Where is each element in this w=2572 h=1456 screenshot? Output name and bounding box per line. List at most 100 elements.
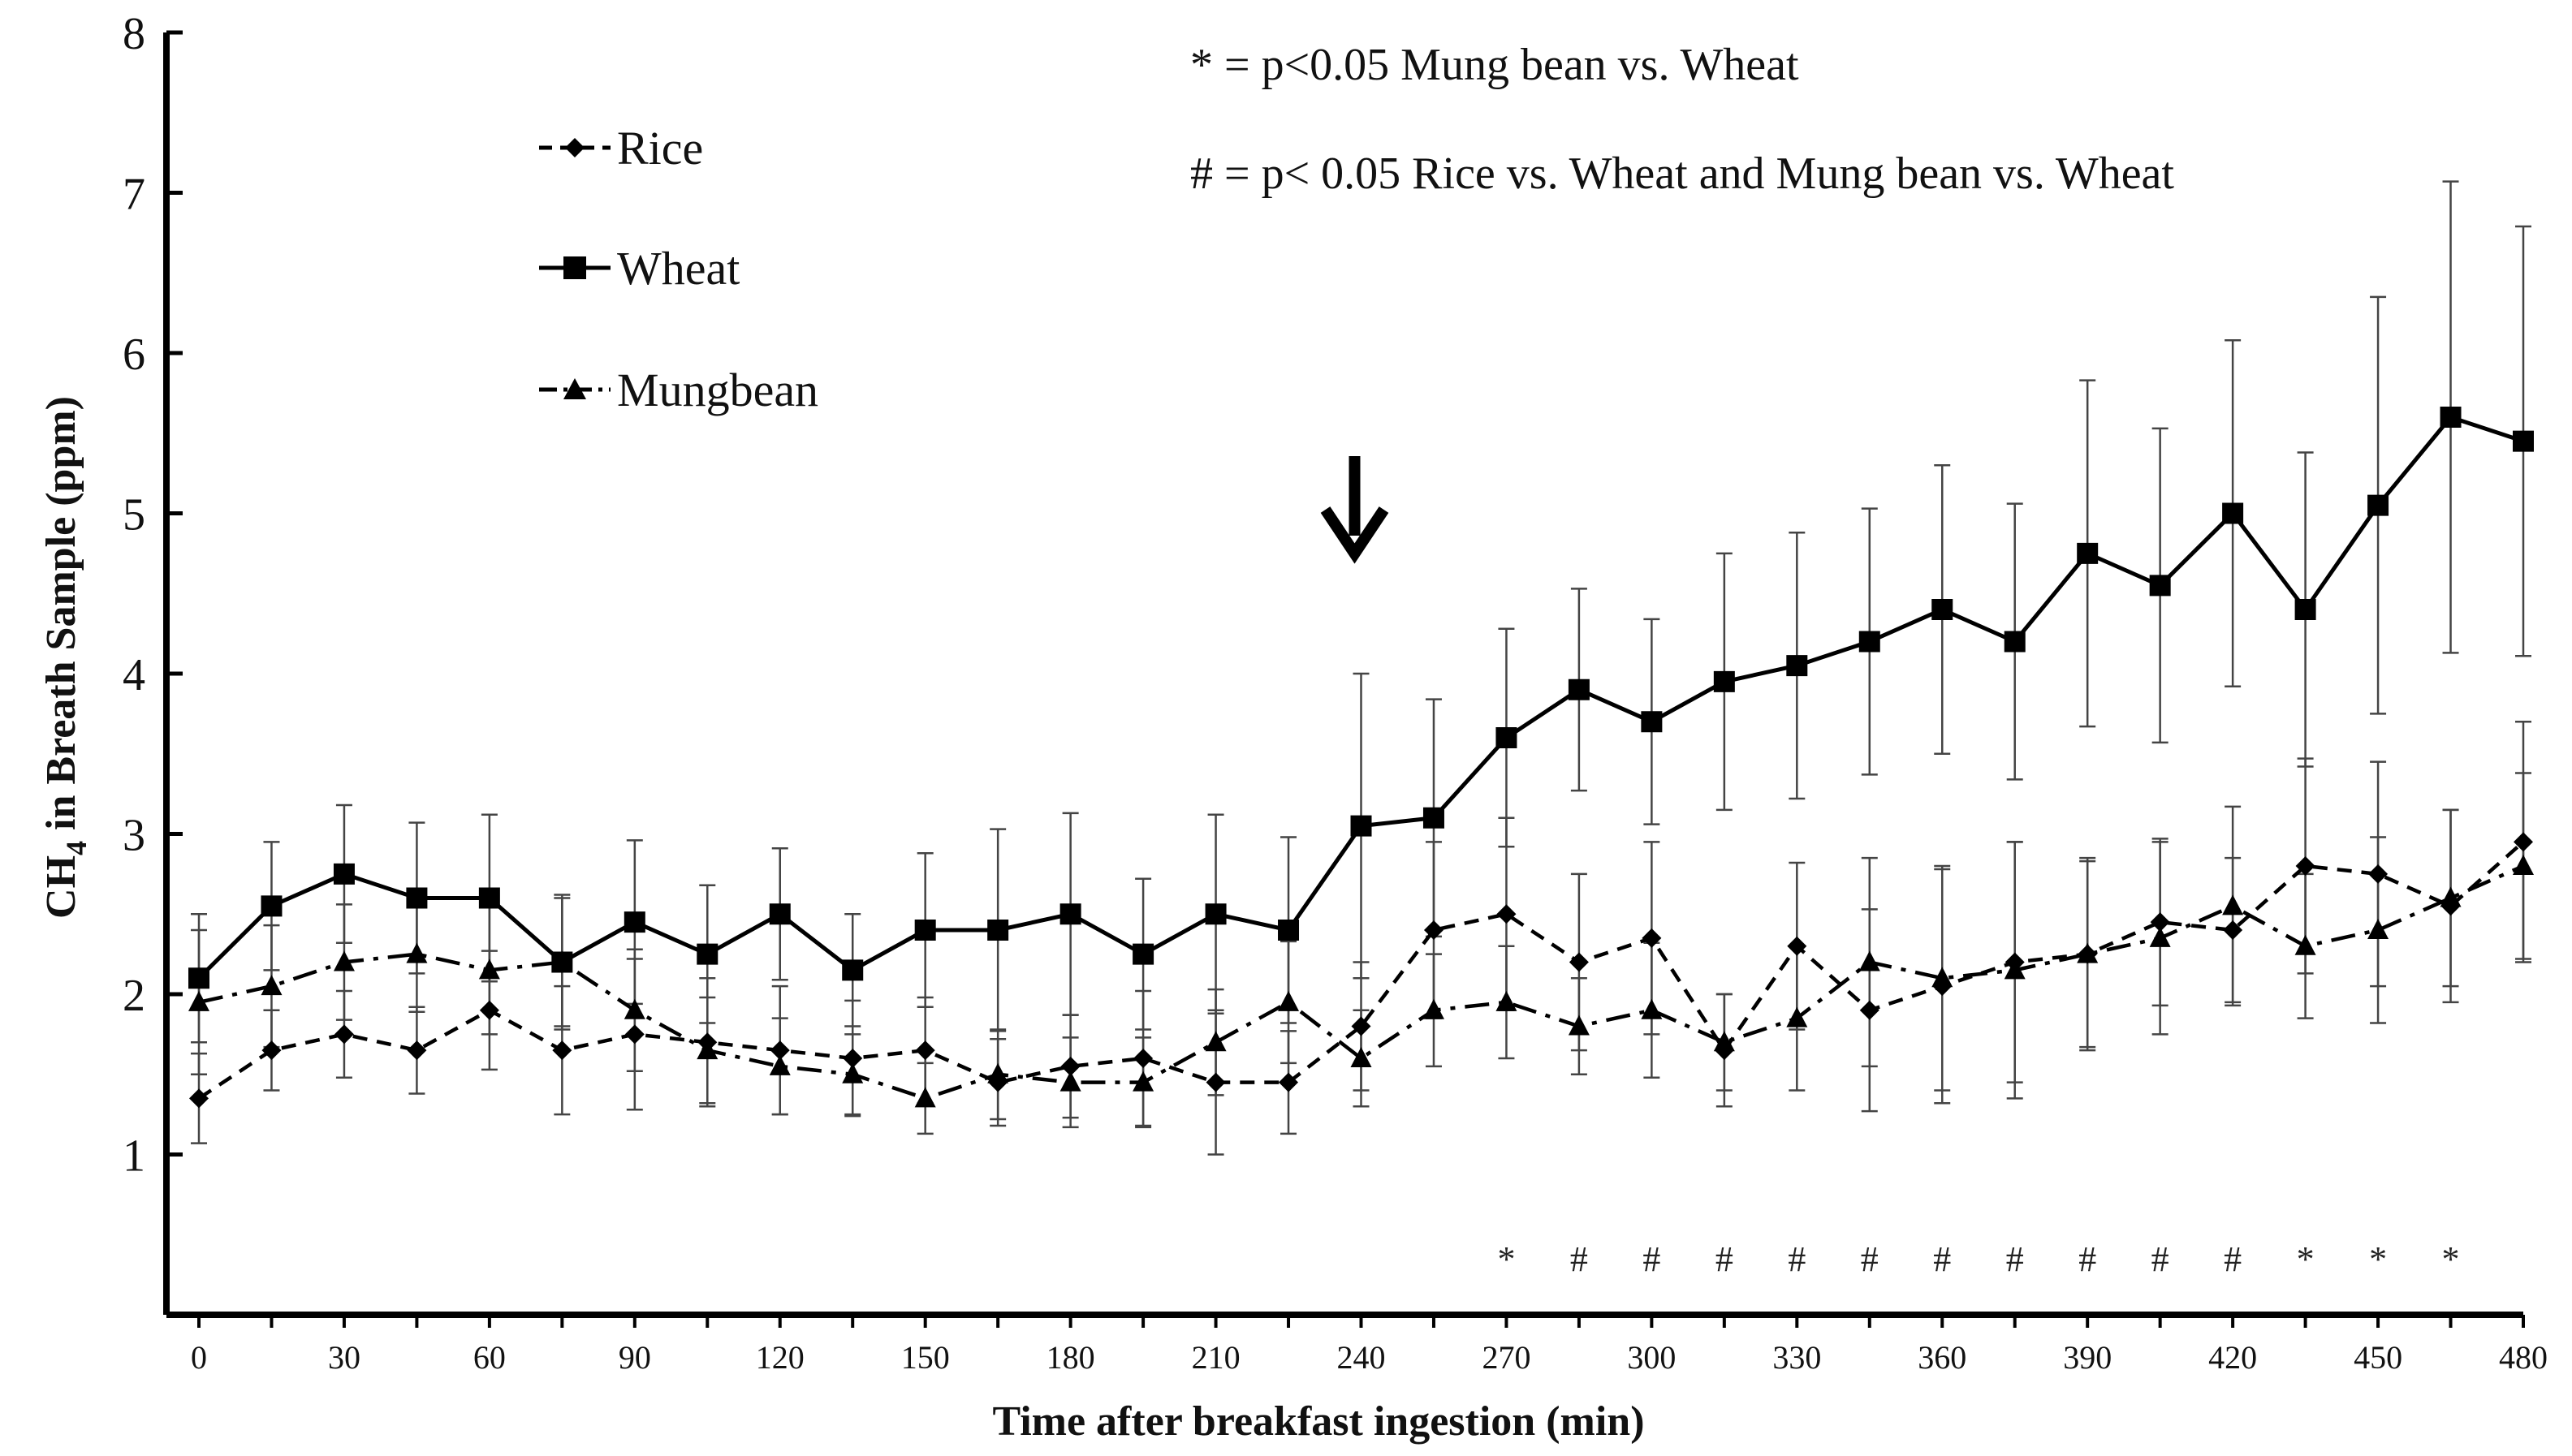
mungbean-data-point [406, 942, 428, 963]
mungbean-data-point [1713, 1031, 1735, 1052]
wheat-data-point [261, 895, 283, 917]
rice-data-point [1859, 1000, 1879, 1020]
wheat-data-point [1568, 678, 1590, 700]
x-axis-ticks: 0 30 60 90 120 150 180 210 240 270 300 330 360 390 420… [191, 1315, 2548, 1376]
significance-marker: * [2369, 1239, 2387, 1279]
x-tick-label: 0 [191, 1339, 207, 1376]
mungbean-data-point [1858, 950, 1880, 971]
wheat-data-point [624, 911, 645, 933]
significance-markers: * # # # # # # # # # # * * * [1497, 1239, 2459, 1279]
wheat-data-point [697, 943, 719, 965]
rice-data-point [1423, 920, 1444, 940]
rice-data-point [1060, 1056, 1081, 1076]
mungbean-data-point [261, 975, 283, 996]
rice-data-point [2223, 920, 2243, 940]
rice-data-point [1569, 952, 1589, 972]
significance-marker: # [2151, 1239, 2169, 1279]
x-tick-label: 60 [473, 1339, 506, 1376]
wheat-data-point [1059, 903, 1081, 925]
wheat-data-point [2513, 430, 2534, 452]
mungbean-data-point [2440, 886, 2462, 907]
error-bars [191, 180, 2531, 1156]
mungbean-data-point [551, 950, 573, 971]
significance-marker: * [1497, 1239, 1515, 1279]
wheat-data-point [2149, 575, 2171, 597]
x-tick-label: 30 [328, 1339, 360, 1376]
wheat-data-point [987, 920, 1009, 941]
rice-data-point [1642, 928, 1662, 948]
mungbean-data-point [2367, 919, 2389, 939]
rice-data-point [1133, 1049, 1154, 1068]
wheat-data-point [2367, 494, 2389, 516]
rice-data-point [1206, 1072, 1226, 1092]
x-axis-title: Time after breakfast ingestion (min) [992, 1398, 1644, 1445]
mungbean-data-point [1133, 1070, 1154, 1092]
x-tick-label: 90 [619, 1339, 651, 1376]
wheat-data-point [769, 903, 791, 925]
down-arrow-icon [1320, 456, 1389, 564]
legend-label-wheat: Wheat [617, 242, 740, 295]
rice-data-point [1787, 936, 1807, 956]
annotation-hash: # = p< 0.05 Rice vs. Wheat and Mung bean… [1190, 149, 2174, 199]
wheat-data-point [914, 920, 936, 941]
significance-marker: # [1642, 1239, 1660, 1279]
rice-data-point [2150, 912, 2170, 933]
series-markers [188, 407, 2534, 1109]
x-tick-label: 210 [1192, 1339, 1241, 1376]
legend-item-mungbean: Mungbean [539, 364, 818, 416]
mungbean-data-point [1786, 1006, 1808, 1027]
significance-marker: # [2006, 1239, 2024, 1279]
wheat-data-point [1641, 711, 1663, 733]
x-tick-label: 330 [1772, 1339, 1821, 1376]
wheat-data-point [333, 863, 355, 885]
mungbean-data-point [1278, 990, 1300, 1011]
mungbean-data-point [842, 1062, 864, 1083]
x-tick-label: 180 [1046, 1339, 1095, 1376]
y-tick-label: 5 [123, 490, 145, 541]
rice-data-point [2295, 856, 2315, 876]
x-tick-label: 120 [756, 1339, 805, 1376]
wheat-data-point [2004, 631, 2026, 653]
mungbean-data-point [769, 1054, 791, 1075]
wheat-data-point [188, 967, 209, 989]
significance-marker: # [1570, 1239, 1588, 1279]
wheat-data-point [1786, 655, 1808, 677]
mungbean-series-line [198, 864, 2524, 1101]
wheat-data-point [2077, 542, 2099, 564]
x-tick-label: 480 [2499, 1339, 2548, 1376]
rice-data-point [261, 1040, 282, 1061]
y-axis-title-main: CH [38, 855, 84, 919]
wheat-data-point [1278, 920, 1300, 941]
mungbean-data-point [1422, 998, 1444, 1019]
significance-marker: # [1933, 1239, 1951, 1279]
mungbean-data-point [914, 1087, 936, 1108]
y-tick-label: 2 [123, 971, 145, 1021]
rice-data-point [189, 1088, 209, 1109]
significance-marker: # [2078, 1239, 2096, 1279]
x-tick-label: 300 [1627, 1339, 1676, 1376]
rice-data-point [479, 1000, 499, 1020]
mungbean-data-point [2149, 926, 2171, 947]
rice-data-point [1351, 1016, 1371, 1036]
x-tick-label: 360 [1918, 1339, 1966, 1376]
significance-marker: # [1861, 1239, 1879, 1279]
y-axis-title-subscript: 4 [60, 841, 93, 855]
mungbean-data-point [1641, 998, 1663, 1019]
rice-data-point [1279, 1072, 1299, 1092]
significance-marker: * [2442, 1239, 2460, 1279]
mungbean-data-point [2004, 958, 2026, 980]
significance-marker: # [2224, 1239, 2242, 1279]
mungbean-data-point [624, 998, 645, 1019]
y-axis-ticks: 1 2 3 4 5 6 7 8 [123, 9, 183, 1182]
y-tick-label: 7 [123, 170, 145, 220]
rice-data-point [843, 1049, 863, 1068]
wheat-data-point [1350, 815, 1372, 837]
wheat-data-point [1205, 903, 1227, 925]
wheat-data-point [406, 887, 428, 909]
mungbean-data-point [2294, 934, 2316, 955]
legend-label-rice: Rice [617, 122, 703, 174]
y-tick-label: 4 [123, 650, 145, 700]
significance-marker: * [2297, 1239, 2315, 1279]
mungbean-data-point [188, 990, 209, 1011]
